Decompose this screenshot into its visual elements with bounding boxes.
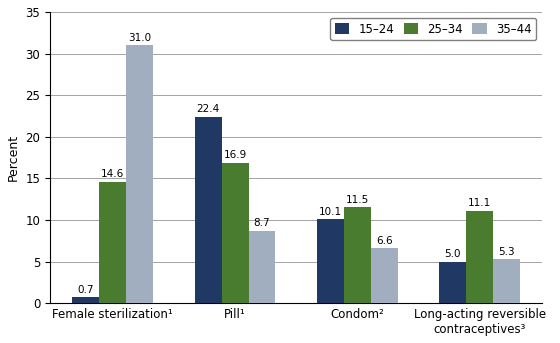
Bar xyxy=(222,163,249,303)
Text: 6.6: 6.6 xyxy=(376,236,393,246)
Bar xyxy=(466,211,493,303)
Bar xyxy=(344,208,371,303)
Text: 11.5: 11.5 xyxy=(346,195,369,205)
Text: 0.7: 0.7 xyxy=(78,285,94,295)
Bar xyxy=(493,259,520,303)
Bar xyxy=(317,219,344,303)
Text: 22.4: 22.4 xyxy=(197,104,220,114)
Text: 8.7: 8.7 xyxy=(254,218,270,228)
Bar xyxy=(439,262,466,303)
Bar xyxy=(371,248,398,303)
Text: 5.0: 5.0 xyxy=(445,249,461,259)
Text: 14.6: 14.6 xyxy=(101,169,124,179)
Text: 16.9: 16.9 xyxy=(223,150,247,160)
Legend: 15–24, 25–34, 35–44: 15–24, 25–34, 35–44 xyxy=(330,18,536,40)
Bar xyxy=(195,117,222,303)
Text: 10.1: 10.1 xyxy=(319,206,342,217)
Bar xyxy=(99,182,126,303)
Text: 5.3: 5.3 xyxy=(498,247,515,257)
Text: 11.1: 11.1 xyxy=(468,198,491,208)
Text: 31.0: 31.0 xyxy=(128,33,151,43)
Y-axis label: Percent: Percent xyxy=(7,134,20,181)
Bar xyxy=(126,45,153,303)
Bar xyxy=(72,297,99,303)
Bar xyxy=(249,231,276,303)
